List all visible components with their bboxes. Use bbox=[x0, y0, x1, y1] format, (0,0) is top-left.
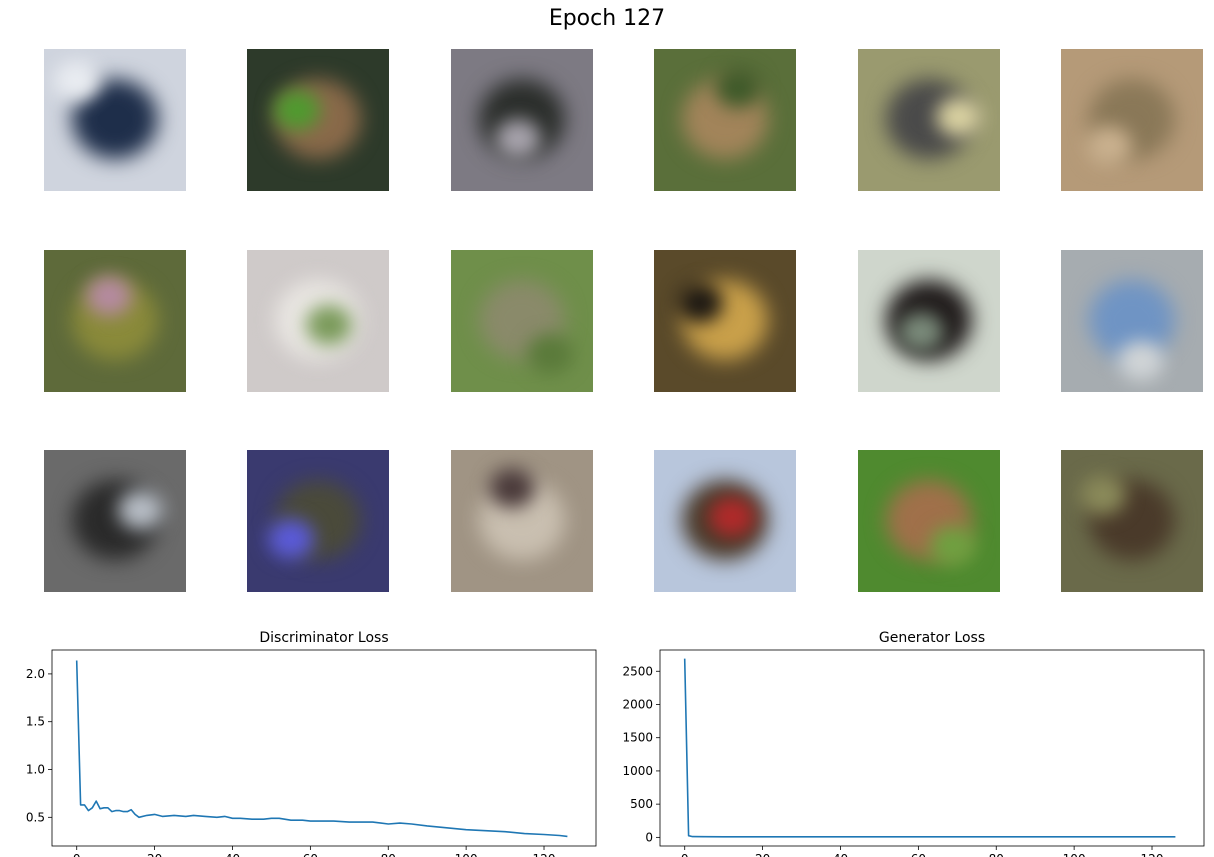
sample-detail bbox=[54, 61, 100, 101]
y-tick-label: 2.0 bbox=[26, 667, 45, 681]
generated-sample-image bbox=[44, 49, 186, 191]
generated-sample-image bbox=[247, 450, 389, 592]
chart-title: Generator Loss bbox=[879, 630, 985, 646]
sample-detail bbox=[1118, 341, 1164, 381]
y-tick-label: 0.5 bbox=[26, 810, 45, 824]
figure-title: Epoch 127 bbox=[548, 6, 666, 31]
sample-detail bbox=[709, 497, 755, 537]
generated-sample-image bbox=[44, 450, 186, 592]
generated-sample-image bbox=[44, 250, 186, 392]
generated-sample-image bbox=[858, 250, 1000, 392]
generated-sample-image bbox=[1061, 49, 1203, 191]
sample-detail bbox=[930, 526, 976, 566]
y-tick-label: 1.0 bbox=[26, 763, 45, 777]
generated-sample-image bbox=[1061, 250, 1203, 392]
generated-sample-image bbox=[654, 49, 796, 191]
loss-series-line bbox=[75, 660, 568, 838]
generator-loss-svg: Generator Loss02040608010012005001000150… bbox=[622, 630, 1205, 857]
generator-loss-chart: Generator Loss02040608010012005001000150… bbox=[607, 625, 1214, 857]
y-tick-label: 0 bbox=[645, 830, 653, 844]
sample-detail bbox=[118, 490, 164, 530]
sample-detail bbox=[936, 97, 982, 137]
generated-sample-image bbox=[247, 49, 389, 191]
generated-sample-image bbox=[654, 250, 796, 392]
sample-detail bbox=[1080, 475, 1126, 515]
sample-detail bbox=[86, 276, 132, 316]
y-tick-label: 1500 bbox=[622, 731, 653, 745]
sample-detail bbox=[1086, 126, 1132, 166]
generated-sample-image bbox=[858, 49, 1000, 191]
sample-detail bbox=[306, 305, 352, 345]
generated-sample-image bbox=[247, 250, 389, 392]
y-tick-label: 500 bbox=[630, 797, 653, 811]
sample-detail bbox=[677, 283, 723, 323]
plot-frame bbox=[51, 649, 597, 847]
sample-detail bbox=[527, 334, 573, 374]
sample-detail bbox=[495, 119, 541, 159]
sample-detail bbox=[898, 312, 944, 352]
y-tick-label: 2500 bbox=[622, 664, 653, 678]
generated-sample-image bbox=[451, 450, 593, 592]
discriminator-loss-svg: Discriminator Loss0204060801001200.51.01… bbox=[26, 630, 597, 857]
y-tick-label: 1000 bbox=[622, 764, 653, 778]
sample-detail bbox=[715, 68, 761, 108]
sample-detail bbox=[268, 519, 314, 559]
generated-sample-image bbox=[858, 450, 1000, 592]
chart-title: Discriminator Loss bbox=[259, 630, 388, 646]
generated-sample-image bbox=[1061, 450, 1203, 592]
sample-detail bbox=[489, 468, 535, 508]
generated-sample-image bbox=[654, 450, 796, 592]
generated-sample-image bbox=[451, 250, 593, 392]
y-tick-label: 2000 bbox=[622, 697, 653, 711]
sample-detail bbox=[274, 90, 320, 130]
loss-series-line bbox=[683, 658, 1176, 838]
plot-frame bbox=[659, 649, 1205, 847]
y-tick-label: 1.5 bbox=[26, 715, 45, 729]
discriminator-loss-chart: Discriminator Loss0204060801001200.51.01… bbox=[0, 625, 607, 857]
generated-sample-image bbox=[451, 49, 593, 191]
